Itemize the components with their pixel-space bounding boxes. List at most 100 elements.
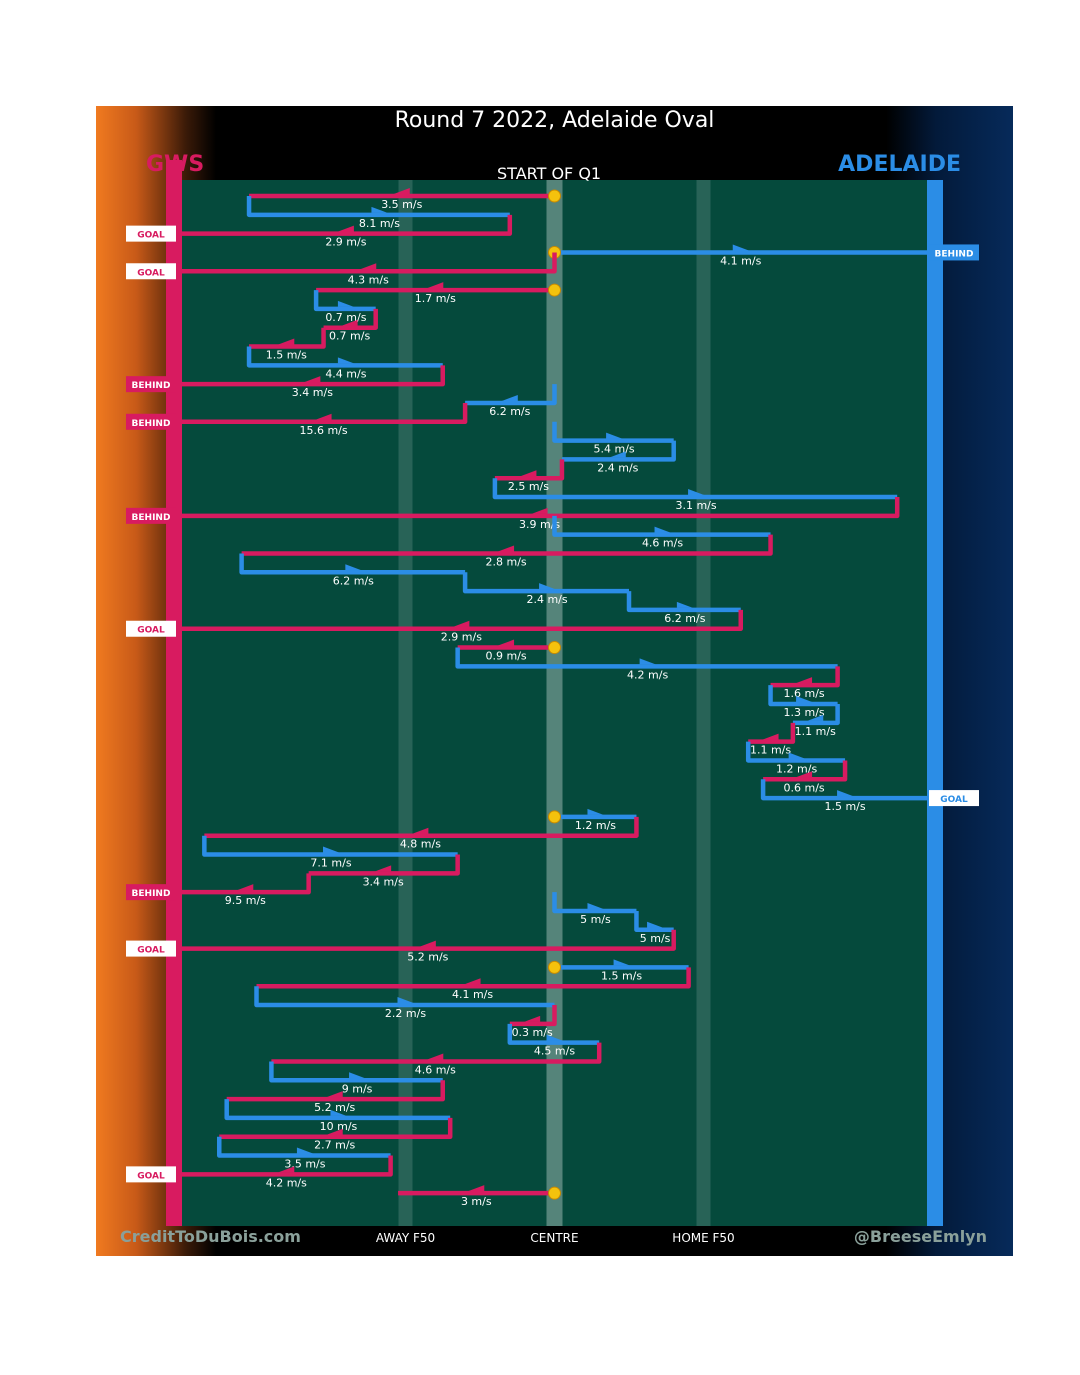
speed-label: 4.8 m/s	[400, 838, 441, 851]
speed-label: 5 m/s	[580, 913, 611, 926]
chain-line	[246, 196, 510, 218]
outcome-badge: GOAL	[126, 225, 176, 242]
direction-arrow	[371, 206, 388, 213]
stoppage-marker	[548, 641, 561, 655]
chain-line	[226, 1080, 445, 1102]
chart-title: Round 7 2022, Adelaide Oval	[394, 108, 715, 133]
direction-arrow	[296, 1147, 313, 1154]
outcome-badge: BEHIND	[126, 376, 176, 393]
field-stripe	[696, 180, 711, 1226]
adelaide-goal-line	[927, 180, 943, 1226]
direction-arrow	[501, 394, 518, 401]
speed-label: 4.3 m/s	[348, 273, 389, 286]
direction-arrow	[330, 1109, 347, 1116]
outcome-badge-bg	[126, 620, 176, 637]
direction-arrow	[427, 282, 444, 289]
outcome-badge-text: BEHIND	[132, 513, 171, 523]
speed-label: 4.1 m/s	[452, 988, 493, 1001]
outcome-badge-bg	[126, 507, 176, 524]
outcome-badge-text: GOAL	[940, 795, 968, 805]
speed-label: 9 m/s	[342, 1082, 373, 1095]
chain-line	[323, 308, 378, 330]
speed-label: 9.5 m/s	[225, 894, 266, 907]
direction-arrow	[609, 451, 626, 458]
outcome-badge-text: GOAL	[137, 1171, 165, 1181]
chain-line	[182, 609, 743, 631]
direction-arrow	[337, 300, 354, 307]
speed-label: 1.1 m/s	[750, 744, 791, 757]
direction-arrow	[419, 940, 436, 947]
outcome-badge-text: GOAL	[137, 268, 165, 278]
direction-arrow	[468, 1185, 485, 1192]
stoppage-marker	[548, 283, 561, 297]
outcome-badge-bg	[929, 790, 979, 807]
direction-arrow	[237, 884, 254, 891]
chain-line	[792, 704, 840, 726]
speed-label: 3.9 m/s	[519, 518, 560, 531]
chain-line	[219, 1117, 453, 1139]
speed-label: 1.5 m/s	[266, 349, 307, 362]
direction-arrow	[337, 225, 354, 232]
chain-line	[182, 402, 468, 425]
direction-arrow	[587, 902, 604, 909]
chain-line	[509, 1005, 557, 1027]
outcome-badge-bg	[126, 1166, 176, 1183]
speed-label: 2.7 m/s	[314, 1139, 355, 1152]
chain-line	[507, 1023, 600, 1045]
chain-line	[182, 1155, 393, 1177]
direction-arrow	[498, 545, 515, 552]
speed-label: 0.7 m/s	[329, 330, 370, 343]
direction-arrow	[427, 1053, 444, 1060]
chain-line	[239, 553, 466, 575]
speed-label: 6.2 m/s	[489, 405, 530, 418]
outcome-badge-bg	[126, 376, 176, 393]
direction-arrow	[278, 1166, 295, 1173]
speed-label: 1.5 m/s	[601, 969, 642, 982]
speed-label: 1.2 m/s	[575, 819, 616, 832]
outcome-badge: GOAL	[929, 790, 979, 807]
chain-line	[308, 854, 460, 876]
outcome-badge: BEHIND	[126, 884, 176, 901]
chain-line	[254, 986, 555, 1008]
direction-arrow	[639, 658, 656, 665]
chain-line	[770, 666, 840, 688]
direction-arrow	[304, 376, 321, 383]
speed-label: 4.6 m/s	[415, 1063, 456, 1076]
speed-label: 2.2 m/s	[385, 1007, 426, 1020]
chain-line	[224, 1099, 451, 1121]
direction-arrow	[393, 188, 410, 194]
direction-arrow	[539, 583, 556, 590]
direction-arrow	[647, 921, 664, 928]
outcome-badge: BEHIND	[126, 413, 176, 430]
speed-label: 3 m/s	[461, 1195, 492, 1208]
direction-arrow	[345, 564, 362, 571]
direction-arrow	[315, 413, 332, 420]
chain-line	[492, 478, 898, 500]
chain-line	[182, 214, 513, 236]
direction-arrow	[397, 997, 414, 1004]
speed-label: 2.9 m/s	[325, 236, 366, 249]
x-axis-label: AWAY F50	[376, 1231, 435, 1245]
direction-arrow	[337, 357, 354, 364]
outcome-badge: GOAL	[126, 263, 176, 280]
chain-line	[561, 440, 676, 462]
chain-line	[256, 967, 691, 989]
chain-line	[204, 816, 639, 838]
field-stripe	[398, 180, 413, 1226]
speed-label: 5.2 m/s	[407, 951, 448, 964]
speed-label: 7.1 m/s	[310, 857, 351, 870]
direction-arrow	[524, 1015, 541, 1022]
direction-arrow	[278, 338, 295, 345]
outcome-badge: BEHIND	[929, 244, 979, 261]
chain-line	[241, 534, 773, 556]
direction-arrow	[762, 733, 779, 740]
speed-label: 4.2 m/s	[266, 1176, 307, 1189]
direction-arrow	[807, 714, 824, 721]
speed-label: 15.6 m/s	[299, 424, 347, 437]
stoppage-marker	[548, 810, 561, 824]
direction-arrow	[796, 771, 813, 778]
direction-arrow	[587, 808, 604, 815]
chain-line	[552, 515, 771, 537]
direction-arrow	[688, 489, 705, 496]
speed-label: 1.3 m/s	[783, 706, 824, 719]
